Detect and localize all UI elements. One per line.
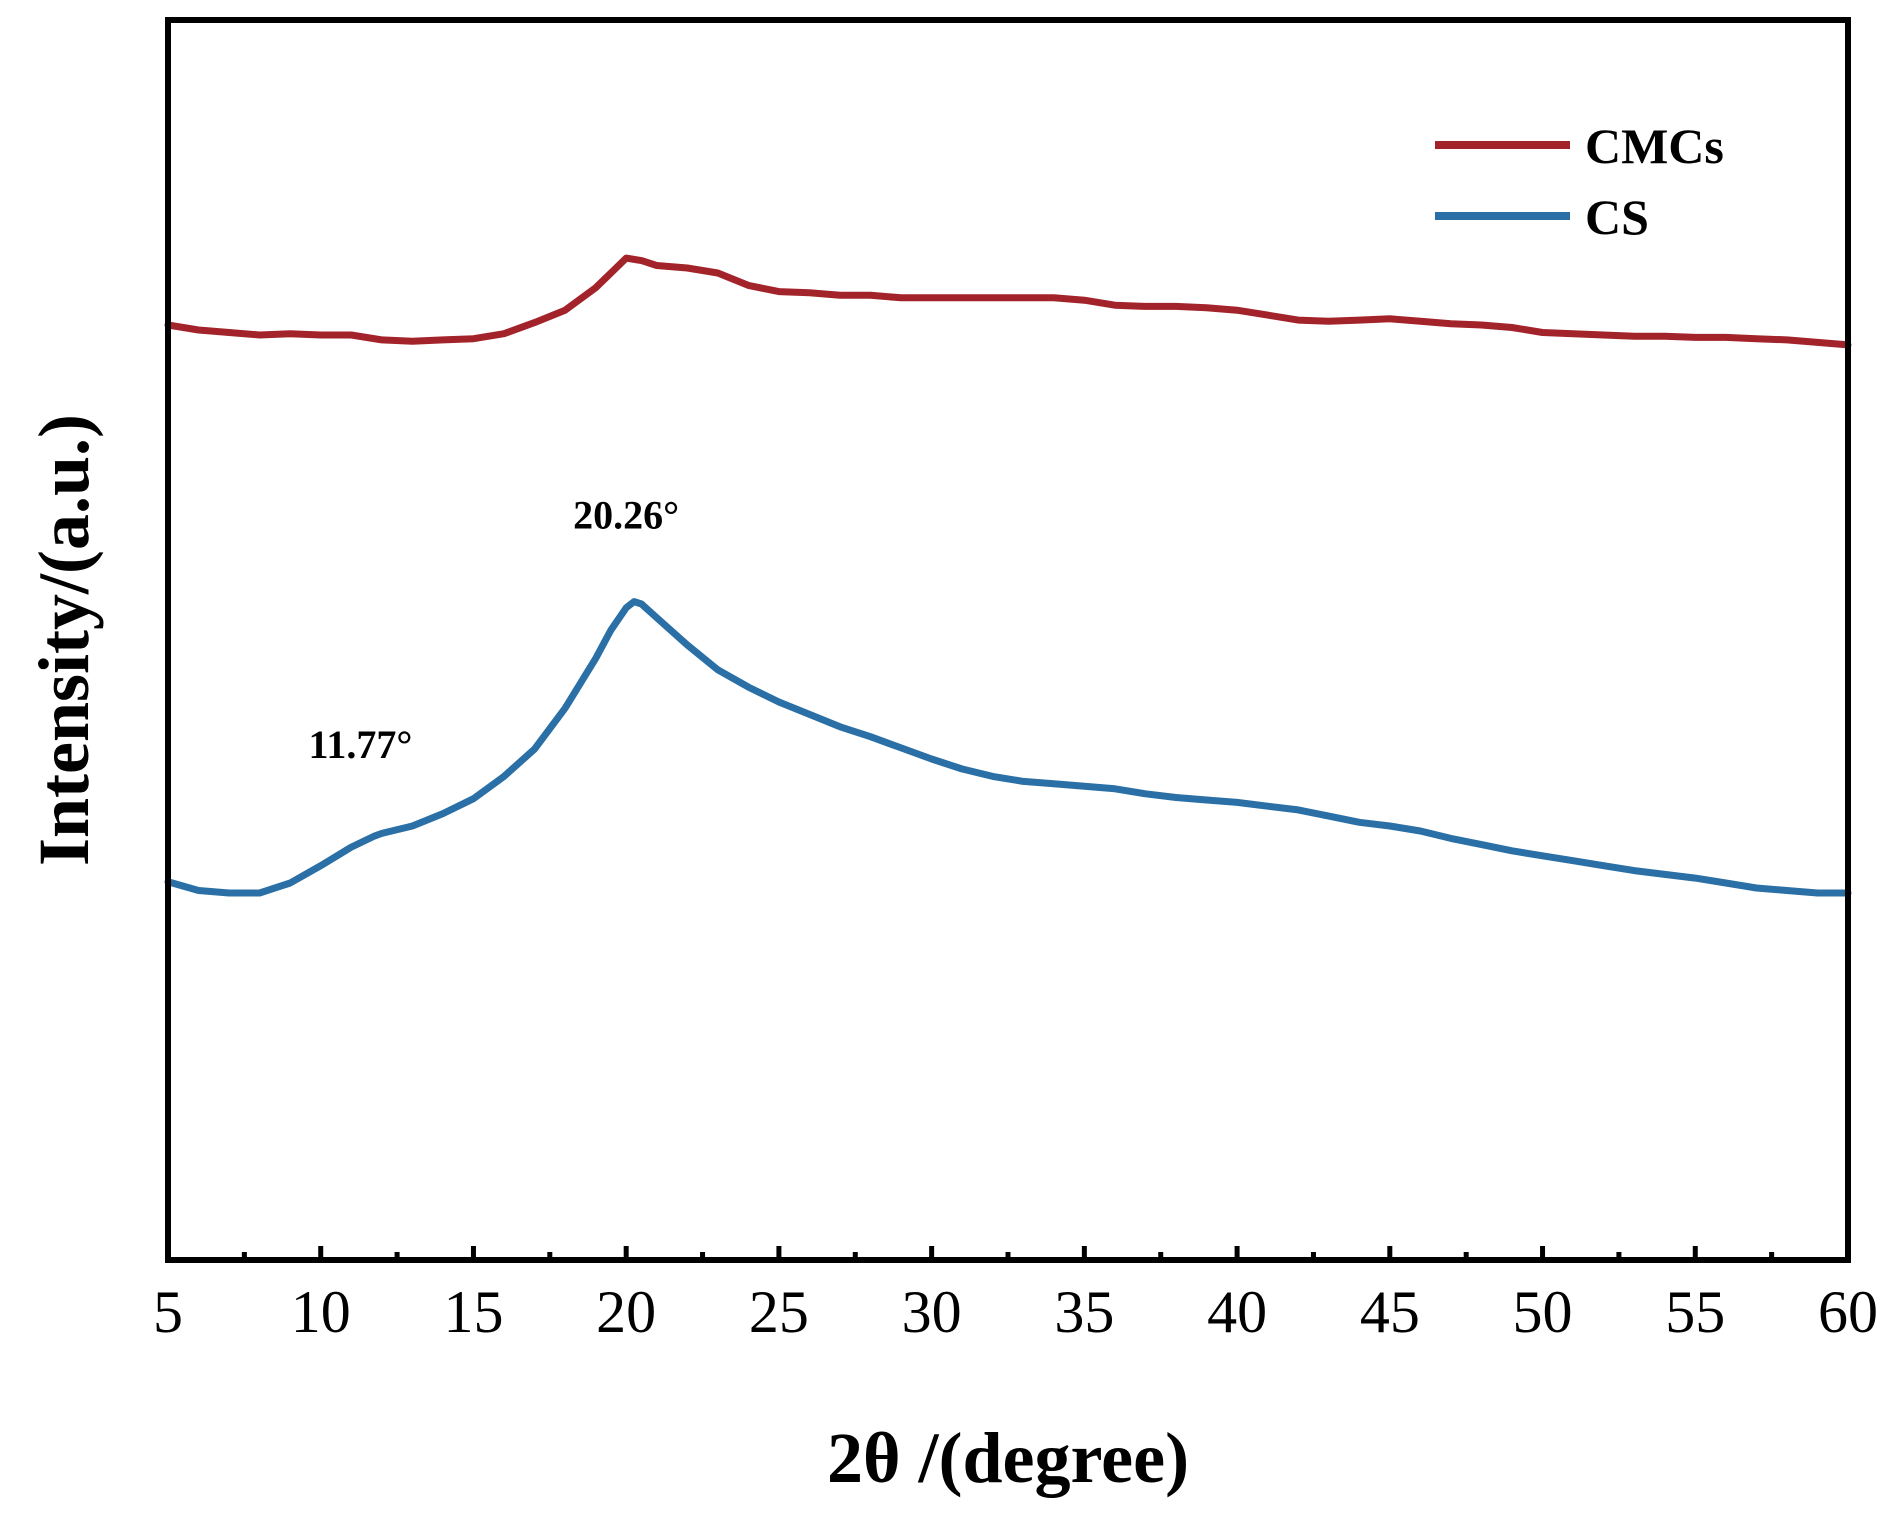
legend: CMCs CS	[1435, 118, 1724, 245]
x-tick-label: 35	[1054, 1279, 1114, 1345]
x-tick-label: 20	[596, 1279, 656, 1345]
x-axis-title: 2θ /(degree)	[827, 1418, 1189, 1498]
x-tick-label: 5	[153, 1279, 183, 1345]
x-tick-label: 45	[1360, 1279, 1420, 1345]
peak-annotation: 11.77°	[309, 722, 413, 767]
x-tick-label: 30	[902, 1279, 962, 1345]
x-tick-label: 15	[443, 1279, 503, 1345]
x-tick-label: 10	[291, 1279, 351, 1345]
y-axis-title: Intensity/(a.u.)	[24, 414, 104, 866]
annotations: 11.77° 20.26°	[309, 492, 680, 766]
x-tick-label: 50	[1513, 1279, 1573, 1345]
series-layer	[164, 254, 1852, 897]
legend-label-cmcs: CMCs	[1585, 118, 1724, 174]
legend-label-cs: CS	[1585, 189, 1649, 245]
series-line-cmcs	[164, 254, 1852, 349]
peak-annotation: 20.26°	[573, 492, 679, 537]
series-line-cs	[164, 598, 1852, 897]
x-tick-labels: 5 10 15 20 25 30 35 40 45 50 55 60	[153, 1279, 1878, 1345]
x-ticks	[241, 1246, 1775, 1260]
x-tick-label: 55	[1665, 1279, 1725, 1345]
x-tick-label: 25	[749, 1279, 809, 1345]
x-tick-label: 40	[1207, 1279, 1267, 1345]
x-tick-label: 60	[1818, 1279, 1878, 1345]
